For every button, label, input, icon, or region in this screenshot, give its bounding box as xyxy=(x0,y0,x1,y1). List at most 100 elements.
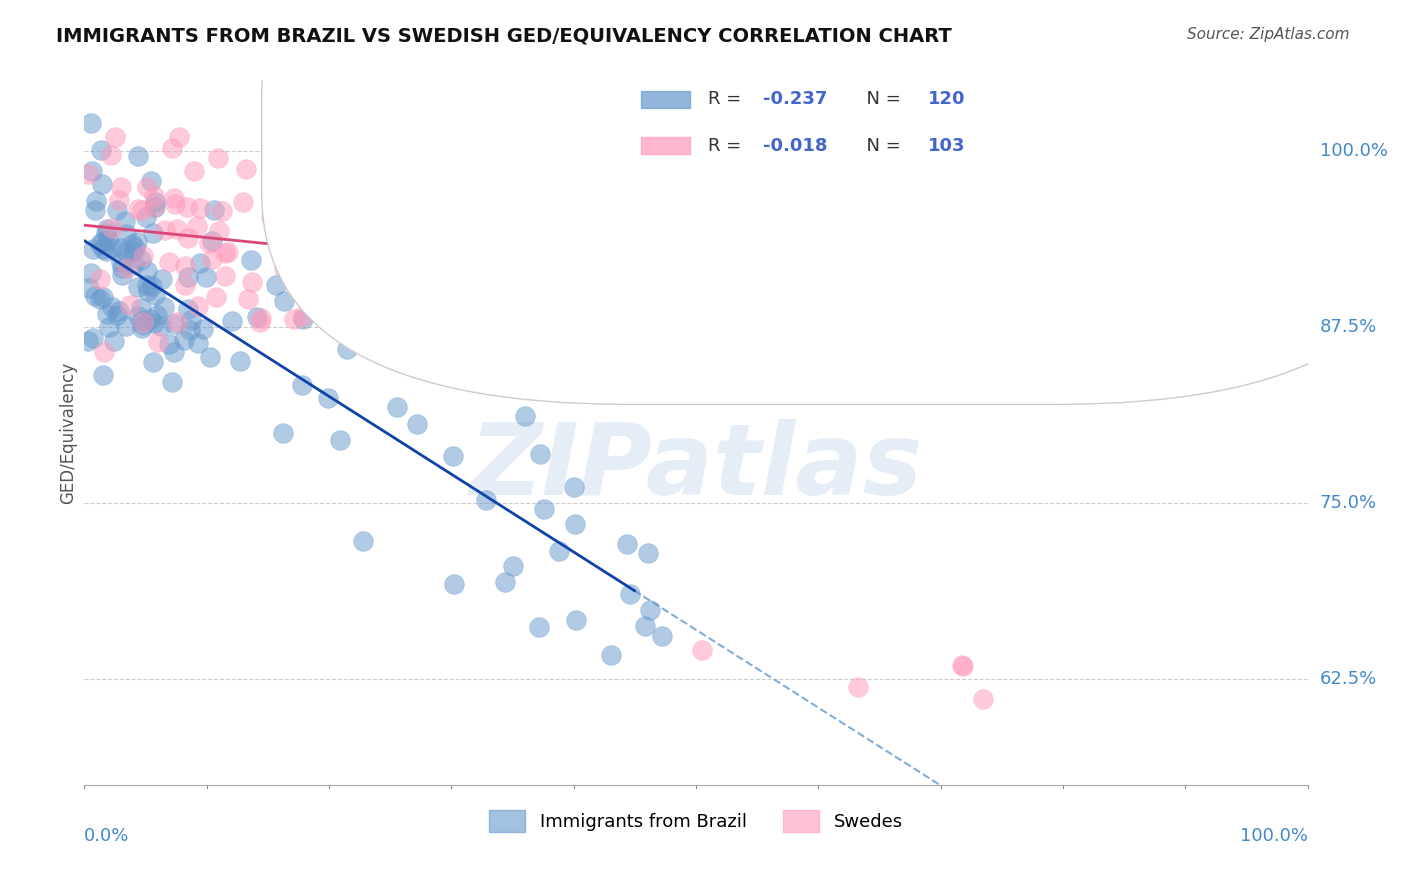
Point xyxy=(149,319,172,334)
Point xyxy=(900,188,922,202)
Point xyxy=(232,195,254,210)
Point xyxy=(114,213,136,227)
Point xyxy=(785,294,807,309)
Point xyxy=(291,309,314,323)
Point xyxy=(576,233,599,247)
Point xyxy=(163,197,186,211)
Point xyxy=(600,648,623,662)
Point xyxy=(246,310,269,325)
Point xyxy=(346,176,368,190)
Point xyxy=(205,290,228,304)
Point xyxy=(1136,223,1159,237)
Point xyxy=(1042,204,1064,219)
Point xyxy=(741,242,763,256)
Point xyxy=(240,275,263,289)
Point xyxy=(194,270,217,285)
Point xyxy=(127,235,149,249)
Point xyxy=(107,304,129,318)
Point xyxy=(638,602,661,616)
Point xyxy=(502,559,524,574)
Point xyxy=(564,517,586,532)
Point xyxy=(91,177,114,191)
Point xyxy=(187,299,209,313)
Point xyxy=(91,290,114,304)
Point xyxy=(600,172,623,186)
Point xyxy=(201,252,224,266)
Point xyxy=(142,188,165,202)
Point xyxy=(548,544,571,558)
Point xyxy=(515,409,537,423)
Point xyxy=(214,268,236,283)
Text: N =: N = xyxy=(855,136,907,155)
Point xyxy=(637,546,659,560)
Point xyxy=(187,336,209,351)
Point xyxy=(188,256,211,270)
Point xyxy=(342,199,364,213)
Point xyxy=(101,241,124,255)
Point xyxy=(101,221,124,235)
Point xyxy=(174,259,197,273)
Point xyxy=(124,241,146,255)
Point xyxy=(80,267,103,281)
Point xyxy=(744,183,766,197)
Point xyxy=(291,312,314,326)
Text: -0.018: -0.018 xyxy=(763,136,828,155)
Point xyxy=(950,658,973,673)
Point xyxy=(129,253,152,268)
Point xyxy=(316,304,339,318)
Point xyxy=(260,210,283,224)
Legend: Immigrants from Brazil, Swedes: Immigrants from Brazil, Swedes xyxy=(482,803,910,839)
Point xyxy=(150,272,173,286)
Point xyxy=(136,284,159,298)
Point xyxy=(115,260,138,275)
Point xyxy=(89,236,111,251)
Text: Source: ZipAtlas.com: Source: ZipAtlas.com xyxy=(1187,27,1350,42)
Point xyxy=(273,294,295,309)
Point xyxy=(273,426,295,441)
Point xyxy=(291,377,314,392)
Point xyxy=(207,151,229,165)
Point xyxy=(166,315,188,329)
Point xyxy=(127,202,149,217)
Text: 87.5%: 87.5% xyxy=(1320,318,1376,336)
Point xyxy=(316,392,339,406)
Point xyxy=(494,575,516,590)
Point xyxy=(166,222,188,236)
Point xyxy=(273,260,295,275)
Text: 0.0%: 0.0% xyxy=(84,827,129,846)
Point xyxy=(110,260,132,275)
Text: 62.5%: 62.5% xyxy=(1320,670,1376,689)
Point xyxy=(77,281,100,295)
Text: ZIPatlas: ZIPatlas xyxy=(470,419,922,516)
Point xyxy=(692,643,714,657)
Point xyxy=(229,354,252,368)
Point xyxy=(373,245,395,260)
Point xyxy=(186,219,208,233)
Point xyxy=(127,280,149,294)
Point xyxy=(568,198,591,212)
Point xyxy=(162,317,184,331)
Point xyxy=(198,350,221,364)
Point xyxy=(131,320,153,334)
Point xyxy=(91,242,114,256)
Point xyxy=(396,219,419,234)
Point xyxy=(301,286,323,301)
Text: 75.0%: 75.0% xyxy=(1320,494,1376,512)
Point xyxy=(135,211,157,225)
Point xyxy=(443,577,465,591)
Point xyxy=(84,194,107,208)
Point xyxy=(131,203,153,218)
Point xyxy=(97,233,120,247)
Point xyxy=(1035,202,1057,217)
Point xyxy=(634,618,657,632)
Point xyxy=(250,310,273,325)
Point xyxy=(129,301,152,315)
Point xyxy=(378,217,401,231)
Point xyxy=(143,316,166,330)
Point xyxy=(173,334,195,348)
Point xyxy=(94,226,117,240)
Point xyxy=(91,234,114,248)
Point xyxy=(136,264,159,278)
Text: IMMIGRANTS FROM BRAZIL VS SWEDISH GED/EQUIVALENCY CORRELATION CHART: IMMIGRANTS FROM BRAZIL VS SWEDISH GED/EQ… xyxy=(56,27,952,45)
Point xyxy=(883,177,905,191)
